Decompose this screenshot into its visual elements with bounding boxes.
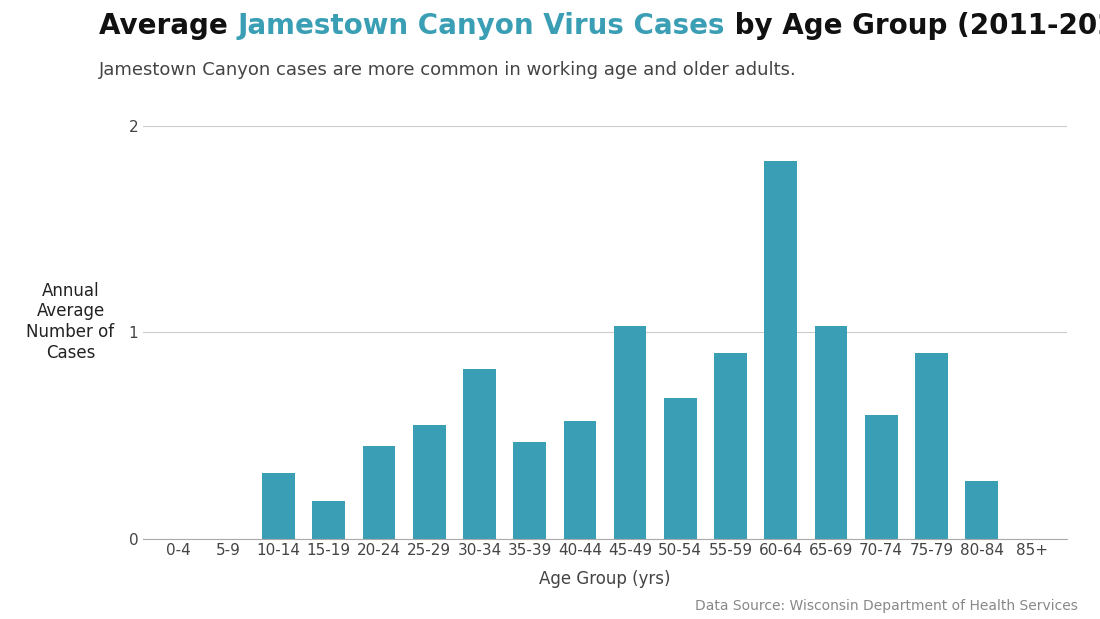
Text: Jamestown Canyon Virus Cases: Jamestown Canyon Virus Cases [238, 12, 725, 40]
Bar [463, 370, 496, 539]
Text: Average: Average [99, 12, 238, 40]
Bar [714, 353, 747, 539]
Bar [865, 415, 898, 539]
Bar [563, 421, 596, 539]
Bar [915, 353, 948, 539]
X-axis label: Age Group (yrs): Age Group (yrs) [539, 569, 671, 587]
Bar [312, 501, 345, 539]
Text: Jamestown Canyon cases are more common in working age and older adults.: Jamestown Canyon cases are more common i… [99, 61, 796, 79]
Bar [262, 472, 295, 539]
Bar [363, 446, 395, 539]
Bar [614, 326, 647, 539]
Bar [815, 326, 847, 539]
Bar [764, 161, 798, 539]
Bar [412, 425, 446, 539]
Bar [664, 398, 696, 539]
Bar [514, 441, 546, 539]
Text: Data Source: Wisconsin Department of Health Services: Data Source: Wisconsin Department of Hea… [695, 599, 1078, 613]
Y-axis label: Annual
Average
Number of
Cases: Annual Average Number of Cases [26, 282, 114, 362]
Text: by Age Group (2011-2023): by Age Group (2011-2023) [725, 12, 1100, 40]
Bar [966, 481, 998, 539]
